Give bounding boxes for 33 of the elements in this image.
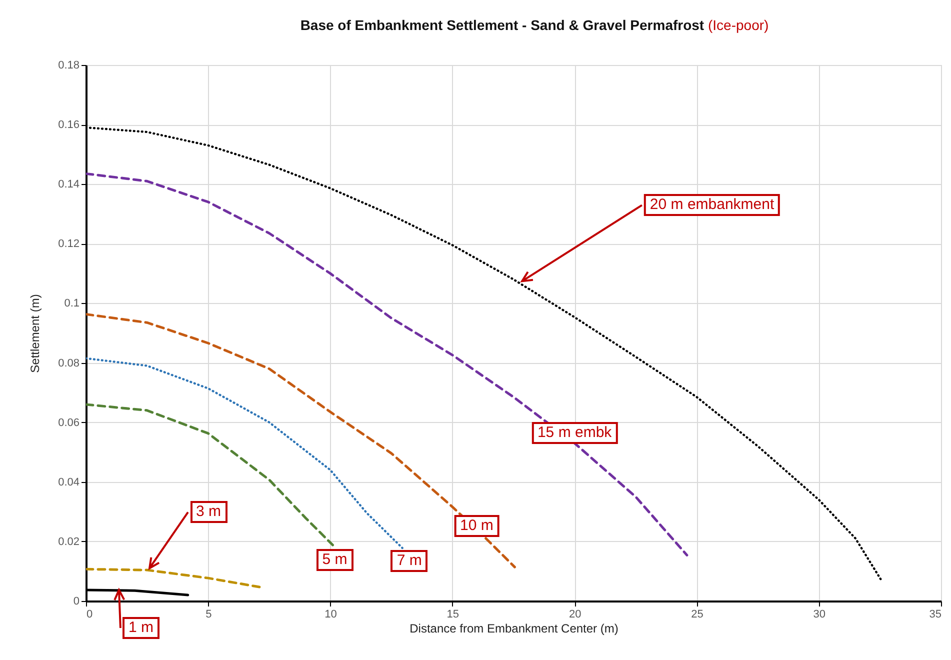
x-tick-label: 5 (206, 608, 212, 620)
y-tick-label: 0.02 (58, 536, 80, 548)
x-axis-title: Distance from Embankment Center (m) (410, 622, 618, 636)
y-tick-label: 0.04 (58, 476, 80, 488)
x-tick-label: 10 (324, 608, 337, 620)
y-tick-label: 0.18 (58, 60, 80, 72)
y-axis-title: Settlement (m) (28, 294, 42, 373)
line-series (86, 312, 516, 568)
chart-subtitle: (Ice-poor) (706, 17, 769, 33)
annotation: 15 m embk (531, 422, 618, 444)
y-tick-label: 0.06 (58, 416, 80, 429)
x-tick-label: 15 (446, 608, 460, 620)
annotation: 10 m (454, 515, 500, 538)
y-tick-label: 0.1 (64, 298, 80, 310)
y-tick-label: 0.12 (58, 238, 80, 250)
line-series (86, 568, 261, 588)
x-tick-label: 20 (568, 608, 582, 620)
annotation: 7 m (390, 550, 428, 572)
y-tick-label: 0.08 (58, 357, 80, 370)
x-tick-label: 25 (691, 608, 704, 620)
annotation: 20 m embankment (644, 194, 780, 216)
y-tick-label: 0.16 (58, 119, 80, 132)
annotation: 1 m (122, 616, 160, 639)
y-tick-label: 0.14 (58, 178, 80, 191)
annotation: 5 m (316, 549, 354, 572)
x-tick-label: 30 (813, 608, 826, 620)
line-series (86, 403, 334, 546)
line-series (86, 357, 404, 550)
y-tick-label: 0 (73, 596, 80, 608)
chart-title: Base of Embankment Settlement - Sand & Gravel Permafrost (300, 17, 704, 33)
x-tick-label: 35 (929, 608, 942, 620)
annotation: 3 m (190, 501, 228, 524)
x-tick-label: 0 (86, 608, 93, 620)
